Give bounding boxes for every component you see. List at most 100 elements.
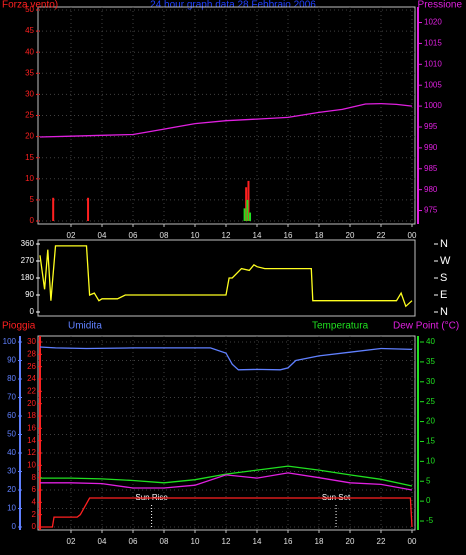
series-line — [40, 497, 413, 528]
series-name: Pioggia — [2, 321, 36, 332]
y-tick-label: 1000 — [424, 101, 442, 110]
y-tick-label: 30 — [25, 90, 34, 99]
bar — [52, 197, 55, 221]
x-tick-label: 22 — [377, 231, 386, 240]
y-tick-label: 80 — [7, 374, 16, 383]
x-tick-label: 02 — [67, 231, 76, 240]
y-tick-label: 5 — [30, 195, 35, 204]
x-tick-label: 10 — [191, 537, 200, 546]
series-line — [39, 245, 413, 308]
y-tick-label: 100 — [3, 337, 17, 346]
x-tick-label: 10 — [191, 231, 200, 240]
y-tick-label: 40 — [25, 47, 34, 56]
y-tick-label: 15 — [426, 437, 435, 446]
y-tick-label: 10 — [7, 504, 16, 513]
x-tick-label: 04 — [98, 231, 107, 240]
y-tick-label: 12 — [27, 448, 36, 457]
x-tick-label: 08 — [160, 231, 169, 240]
y-tick-label: N — [440, 238, 448, 250]
x-tick-label: 04 — [98, 537, 107, 546]
bar — [243, 208, 246, 221]
y-tick-label: 10 — [426, 456, 435, 465]
y-tick-label: 90 — [7, 356, 16, 365]
y-tick-label: -5 — [426, 516, 434, 525]
series-name: Pressione — [418, 0, 463, 11]
x-tick-label: 02 — [67, 537, 76, 546]
x-tick-label: 00 — [408, 231, 417, 240]
x-tick-label: 16 — [284, 537, 293, 546]
series-name: Forza vento) — [2, 0, 58, 11]
y-tick-label: 15 — [25, 153, 34, 162]
y-tick-label: 975 — [424, 206, 438, 215]
y-tick-label: 60 — [7, 411, 16, 420]
chart-title: 24 hour graph data 28 Febbraio 2006 — [150, 0, 316, 11]
x-tick-label: 06 — [129, 537, 138, 546]
y-tick-label: 0 — [426, 496, 431, 505]
bar — [249, 212, 252, 221]
y-tick-label: 40 — [7, 448, 16, 457]
y-tick-label: 270 — [21, 256, 35, 265]
series-line — [40, 472, 413, 491]
y-tick-label: 45 — [25, 26, 34, 35]
y-tick-label: 1015 — [424, 39, 442, 48]
y-tick-label: S — [440, 272, 447, 284]
bar — [245, 187, 248, 221]
series-line — [40, 465, 413, 487]
y-tick-label: 1020 — [424, 18, 442, 27]
y-tick-label: 20 — [7, 485, 16, 494]
y-tick-label: 90 — [25, 290, 34, 299]
y-tick-label: 1005 — [424, 80, 442, 89]
y-tick-label: E — [440, 289, 447, 301]
y-tick-label: N — [440, 306, 448, 318]
y-tick-label: 0 — [30, 216, 35, 225]
bar — [247, 180, 250, 221]
y-tick-label: 980 — [424, 185, 438, 194]
y-tick-label: 24 — [27, 374, 36, 383]
y-tick-label: 6 — [32, 485, 37, 494]
y-tick-label: 20 — [426, 417, 435, 426]
y-tick-label: 14 — [27, 436, 36, 445]
y-tick-label: 16 — [27, 423, 36, 432]
y-tick-label: 10 — [27, 460, 36, 469]
x-tick-label: 20 — [346, 231, 355, 240]
x-tick-label: 14 — [253, 537, 262, 546]
y-tick-label: 5 — [426, 476, 431, 485]
y-tick-label: 0 — [12, 522, 17, 531]
y-tick-label: 50 — [25, 5, 34, 14]
series-name: Umidita — [68, 321, 102, 332]
x-tick-label: 12 — [222, 231, 231, 240]
x-tick-label: 08 — [160, 537, 169, 546]
y-tick-label: 50 — [7, 430, 16, 439]
y-tick-label: 10 — [25, 174, 34, 183]
y-tick-label: W — [440, 255, 451, 267]
x-tick-label: 16 — [284, 231, 293, 240]
y-tick-label: 1010 — [424, 59, 442, 68]
y-tick-label: 985 — [424, 164, 438, 173]
y-tick-label: 70 — [7, 393, 16, 402]
y-tick-label: 25 — [426, 397, 435, 406]
x-tick-label: 00 — [408, 537, 417, 546]
series-line — [39, 346, 413, 371]
y-tick-label: 0 — [32, 522, 37, 531]
bar — [87, 197, 90, 221]
y-tick-label: 360 — [21, 239, 35, 248]
y-tick-label: 995 — [424, 122, 438, 131]
y-tick-label: 35 — [426, 357, 435, 366]
y-tick-label: 26 — [27, 362, 36, 371]
series-line — [39, 102, 413, 138]
y-tick-label: 30 — [27, 337, 36, 346]
y-tick-label: 40 — [426, 337, 435, 346]
x-tick-label: 14 — [253, 231, 262, 240]
x-tick-label: 12 — [222, 537, 231, 546]
y-tick-label: 25 — [25, 111, 34, 120]
y-tick-label: 990 — [424, 143, 438, 152]
y-tick-label: 35 — [25, 68, 34, 77]
y-tick-label: 22 — [27, 386, 36, 395]
y-tick-label: 20 — [27, 399, 36, 408]
y-tick-label: 20 — [25, 132, 34, 141]
y-tick-label: 4 — [32, 497, 37, 506]
y-tick-label: 8 — [32, 473, 37, 482]
y-tick-label: 180 — [21, 273, 35, 282]
